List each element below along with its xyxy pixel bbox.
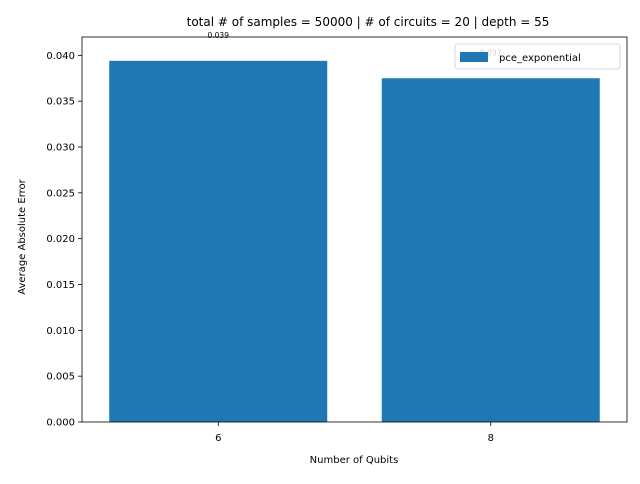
x-tick-label-6: 6 (215, 433, 221, 444)
data-label-6: 0.039 (208, 31, 230, 40)
y-tick-label-0.015: 0.015 (46, 280, 75, 291)
chart-title: total # of samples = 50000 | # of circui… (187, 15, 550, 29)
y-tick-label-0.035: 0.035 (46, 97, 75, 108)
legend-label: pce_exponential (499, 53, 581, 64)
plot-area: 0.03960.03780.0000.0050.0100.0150.0200.0… (46, 31, 628, 444)
y-tick-label-0.040: 0.040 (46, 51, 75, 62)
bar-6 (109, 60, 328, 422)
legend: pce_exponential (454, 43, 621, 70)
legend-box (454, 43, 621, 70)
y-tick-label-0.005: 0.005 (46, 372, 75, 383)
y-tick-label-0.020: 0.020 (46, 234, 75, 245)
y-tick-label-0.025: 0.025 (46, 188, 75, 199)
x-axis-label: Number of Qubits (310, 455, 399, 466)
axes-frame (81, 36, 628, 423)
y-tick-label-0.000: 0.000 (46, 418, 75, 429)
y-axis-label: Average Absolute Error (17, 178, 28, 294)
legend-swatch (460, 52, 488, 62)
y-tick-label-0.030: 0.030 (46, 143, 75, 154)
bar-8 (381, 78, 600, 422)
y-tick-label-0.010: 0.010 (46, 326, 75, 337)
x-tick-label-8: 8 (488, 433, 494, 444)
